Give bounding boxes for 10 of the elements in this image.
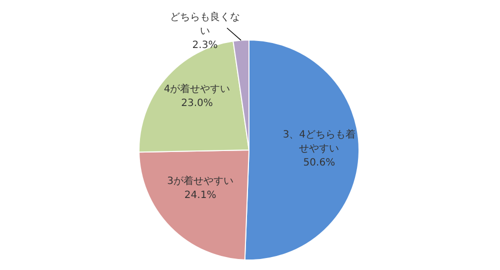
slice-label: 3、4どちらも着せやすい (282, 128, 356, 154)
slice: 3、4どちらも着せやすい 50.6% (244, 40, 360, 260)
data-label: 23.0% (181, 98, 213, 109)
slice-label: どちらも良くない (170, 11, 240, 37)
data-label: 2.3% (192, 40, 218, 51)
slice: 3が着せやすい 24.1% (138, 150, 250, 260)
slice-label: 3が着せやすい (167, 174, 234, 187)
data-label: 24.1% (184, 190, 216, 201)
slice-label: 4が着せやすい (164, 82, 230, 95)
data-label: 50.6% (303, 157, 336, 168)
